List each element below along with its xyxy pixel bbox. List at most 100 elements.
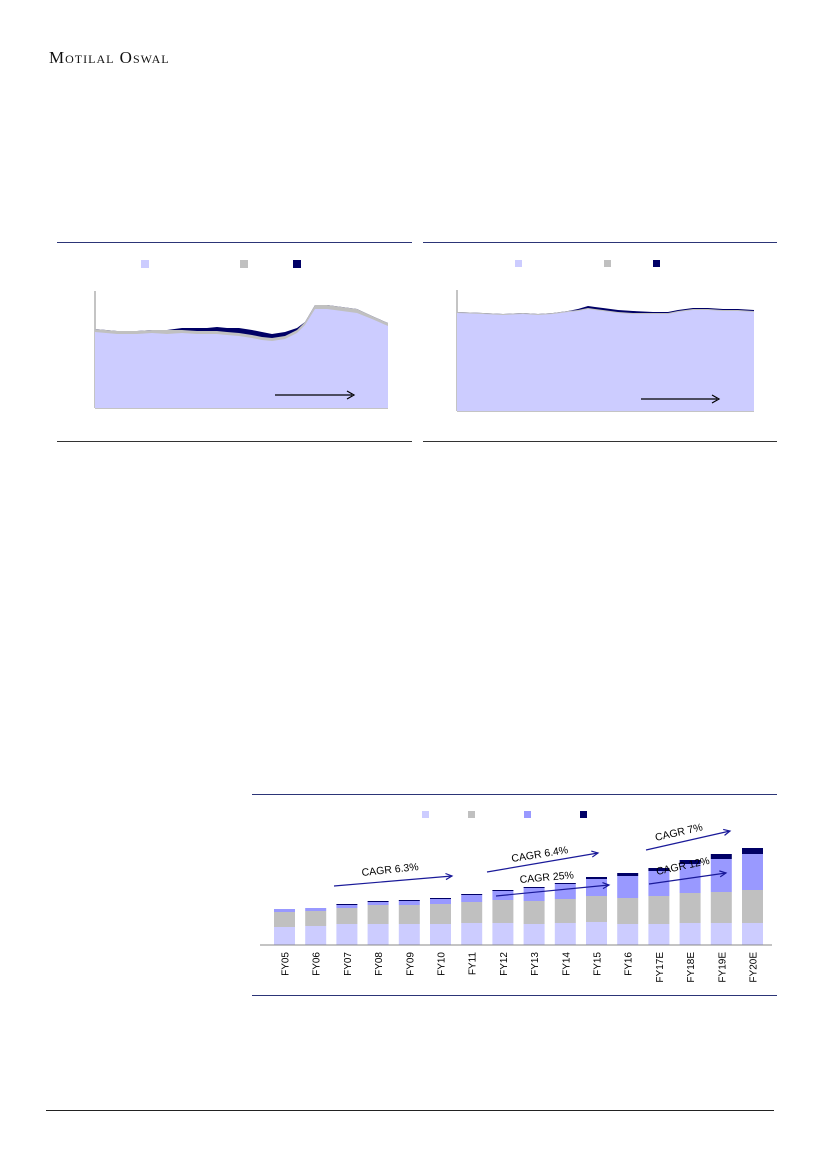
left-panel-top-rule xyxy=(57,242,412,243)
bar-FY15-series-3 xyxy=(586,879,607,896)
x-tick-label: FY07 xyxy=(343,952,354,976)
bar-legend-swatch-2 xyxy=(468,811,475,818)
bar-FY14-series-3 xyxy=(554,884,576,899)
bar-FY10-series-2 xyxy=(430,904,451,924)
bar-legend-swatch-3 xyxy=(524,811,531,818)
right-area-chart xyxy=(456,260,754,412)
bar-FY12-series-2 xyxy=(492,900,514,923)
bar-FY07-series-1 xyxy=(336,924,358,945)
left-chart-legend xyxy=(141,260,301,268)
bar-FY16-series-3 xyxy=(617,876,639,898)
bar-FY13-series-2 xyxy=(523,901,545,924)
cagr-arrow-1 xyxy=(333,875,453,887)
bar-FY08-series-1 xyxy=(367,924,389,945)
footer-rule xyxy=(46,1110,774,1111)
cagr-label-1: CAGR 6.3% xyxy=(361,861,419,879)
bar-FY09-series-2 xyxy=(398,905,420,924)
left-arrow-head xyxy=(346,390,356,400)
bar-panel-bottom-rule xyxy=(252,995,777,996)
x-tick-label: FY08 xyxy=(374,952,385,976)
cagr-arrow-head-1 xyxy=(445,872,454,881)
bar-FY10-series-3 xyxy=(430,899,451,904)
x-tick-label: FY19E xyxy=(717,952,728,983)
bar-FY13-series-4 xyxy=(523,887,545,888)
cagr-arrow-2 xyxy=(486,852,599,873)
left-panel-bottom-rule xyxy=(57,441,412,442)
bar-FY20E-series-4 xyxy=(742,848,763,854)
right-arrow-head xyxy=(711,394,721,404)
bar-FY05-series-3 xyxy=(274,909,295,912)
right-legend-swatch-3 xyxy=(653,260,660,267)
cagr-arrow-head-2 xyxy=(591,850,600,858)
bar-legend-swatch-4 xyxy=(580,811,587,818)
bar-FY18E-series-4 xyxy=(679,860,701,864)
bar-chart-x-ticks: FY05 FY06 FY07 FY08 FY09 FY10 FY11 FY12 FY13 FY14… xyxy=(281,952,760,983)
bar-FY19E-series-1 xyxy=(710,923,732,945)
cagr-label-4: CAGR 7% xyxy=(654,821,704,844)
bar-FY11-series-2 xyxy=(461,902,483,923)
brand-logo: Motilal Oswal xyxy=(49,48,170,67)
bar-FY05-series-2 xyxy=(274,912,295,927)
bar-FY14-series-2 xyxy=(554,899,576,923)
left-area-chart xyxy=(94,260,388,409)
bar-FY20E-series-2 xyxy=(742,890,763,923)
x-tick-label: FY11 xyxy=(468,952,479,976)
bar-FY12-series-4 xyxy=(492,890,514,891)
x-tick-label: FY18E xyxy=(686,952,697,983)
stacked-bar-chart: FY05 FY06 FY07 FY08 FY09 FY10 FY11 FY12 FY13 FY14… xyxy=(260,811,772,983)
bar-FY11-series-3 xyxy=(461,895,483,902)
cagr-arrow-5 xyxy=(648,872,727,885)
bar-FY18E-series-1 xyxy=(679,923,701,945)
bar-FY14-series-1 xyxy=(554,923,576,945)
left-legend-swatch-1 xyxy=(141,260,149,268)
bar-FY10-series-4 xyxy=(430,898,451,899)
bar-FY19E-series-4 xyxy=(710,854,732,859)
bar-FY15-series-2 xyxy=(586,896,607,922)
cagr-label-3: CAGR 25% xyxy=(519,869,574,886)
right-legend-swatch-1 xyxy=(515,260,522,267)
bar-FY10-series-1 xyxy=(430,924,451,945)
right-panel-top-rule xyxy=(423,242,777,243)
bar-FY16-series-1 xyxy=(617,924,639,945)
bar-FY14-series-4 xyxy=(554,883,576,884)
x-tick-label: FY15 xyxy=(593,952,604,976)
bar-FY06-series-1 xyxy=(305,926,327,945)
left-legend-swatch-2 xyxy=(240,260,248,268)
bar-FY15-series-1 xyxy=(586,922,607,945)
bar-FY17E-series-3 xyxy=(648,871,670,896)
bar-FY17E-series-2 xyxy=(648,896,670,924)
bar-FY07-series-2 xyxy=(336,908,358,924)
bar-chart-bars xyxy=(274,848,763,945)
bar-FY07-series-3 xyxy=(336,905,358,908)
cagr-arrow-head-4 xyxy=(723,828,732,836)
bar-FY09-series-3 xyxy=(398,901,420,905)
bar-panel-top-rule xyxy=(252,794,777,795)
bar-FY06-series-3 xyxy=(305,908,327,911)
bar-FY17E-series-1 xyxy=(648,924,670,945)
x-tick-label: FY13 xyxy=(530,952,541,976)
bar-FY16-series-2 xyxy=(617,898,639,924)
x-tick-label: FY09 xyxy=(405,952,416,976)
bar-FY11-series-1 xyxy=(461,923,483,945)
bar-FY17E-series-4 xyxy=(648,868,670,871)
x-tick-label: FY20E xyxy=(749,952,760,983)
bar-FY13-series-1 xyxy=(523,924,545,945)
bar-FY20E-series-3 xyxy=(742,854,763,890)
bar-FY18E-series-2 xyxy=(679,893,701,923)
bar-chart-legend xyxy=(422,811,587,818)
bar-FY13-series-3 xyxy=(523,888,545,901)
left-area-lavender xyxy=(95,309,388,408)
bar-FY12-series-1 xyxy=(492,923,514,945)
x-tick-label: FY12 xyxy=(499,952,510,976)
bar-FY11-series-4 xyxy=(461,894,483,895)
bar-FY20E-series-1 xyxy=(742,923,763,945)
cagr-arrow-3 xyxy=(495,884,610,897)
bar-FY05-series-1 xyxy=(274,927,295,945)
cagr-arrow-4 xyxy=(645,830,731,851)
bar-FY08-series-2 xyxy=(367,905,389,924)
bar-FY15-series-4 xyxy=(586,877,607,879)
cagr-arrow-head-3 xyxy=(602,882,611,890)
right-legend-swatch-2 xyxy=(604,260,611,267)
bar-FY16-series-4 xyxy=(617,873,639,876)
x-tick-label: FY10 xyxy=(437,952,448,976)
